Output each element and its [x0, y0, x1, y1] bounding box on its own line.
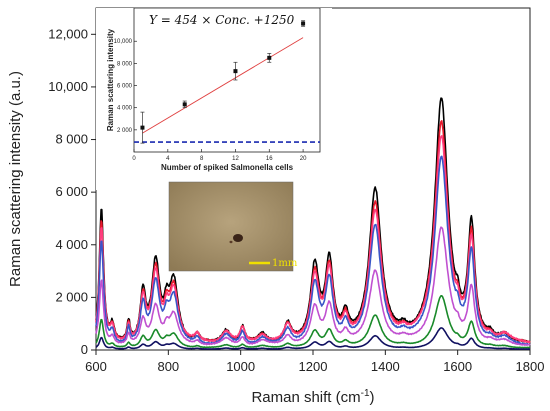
inset-x-tick-label: 8	[200, 156, 204, 162]
inset-x-tick-label: 20	[300, 156, 307, 162]
inset-y-tick-label: 8 000	[117, 61, 133, 67]
spectrum-series-line-3	[95, 135, 531, 344]
inset-y-tick-label: 6 000	[117, 84, 133, 90]
inset-plot-frame	[133, 7, 321, 153]
main-y-tick-label: 6 000	[55, 184, 88, 199]
inset-content	[134, 20, 320, 144]
main-y-tick-label: 4 000	[55, 237, 88, 252]
main-x-tick-label: 1800	[516, 359, 545, 374]
main-x-tick-label: 1000	[226, 359, 255, 374]
main-y-tick-label: 2 000	[55, 289, 88, 304]
inset-data-point	[301, 21, 306, 26]
inset-x-axis-label: Number of spiked Salmonella cells	[161, 163, 294, 172]
main-x-axis-label: Raman shift (cm-1)	[251, 388, 374, 406]
inset-x-tick-label: 4	[166, 156, 170, 162]
inset-fit-line	[142, 37, 304, 134]
inset-data-point	[182, 102, 187, 107]
inset-y-tick-label: 4 000	[117, 106, 133, 112]
spectrum-series-line-7	[95, 327, 531, 350]
main-y-axis-label: Raman scattering intensity (a.u.)	[7, 71, 24, 287]
main-x-tick-label: 800	[157, 359, 179, 374]
micrograph-image: 1mm	[168, 181, 298, 272]
main-y-tick-label: 0	[81, 342, 88, 357]
micrograph-cell-spot	[233, 234, 243, 242]
micrograph-cell-spot-small	[229, 240, 233, 244]
inset-y-tick-label: 2 000	[117, 128, 133, 134]
main-y-tick-label: 12,000	[48, 26, 88, 41]
inset-data-point	[140, 125, 145, 130]
inset-y-axis-label: Raman scattering intensity	[106, 28, 115, 131]
main-x-tick-label: 1600	[443, 359, 472, 374]
main-series-group	[95, 97, 531, 350]
main-x-tick-label: 600	[85, 359, 107, 374]
inset-plot-background	[96, 8, 332, 190]
inset-plot: 0 4 8 12 16 20 2 000 4 000 6 000 8 000 10,000 Y =…	[96, 7, 332, 190]
inset-fit-equation: Y = 454 × Conc. +1250	[149, 13, 295, 27]
spectrum-series-line-5	[95, 226, 531, 347]
main-y-tick-label: 8 000	[55, 132, 88, 147]
spectrum-series-line-6	[95, 294, 531, 349]
main-x-ticks: 600 800 1000 1200 1400 1600 1800	[85, 350, 544, 374]
spectrum-series-line-1	[95, 97, 531, 344]
inset-x-tick-label: 12	[232, 156, 239, 162]
inset-y-tick-label: 10,000	[114, 39, 133, 45]
inset-x-tick-label: 0	[132, 156, 136, 162]
main-y-tick-label: 10,000	[48, 79, 88, 94]
inset-data-point	[267, 55, 272, 60]
inset-x-ticks: 0 4 8 12 16 20	[132, 149, 307, 162]
inset-x-tick-label: 16	[266, 156, 273, 162]
main-y-ticks: 0 2 000 4 000 6 000 8 000 10,000 12,000	[48, 26, 96, 357]
inset-data-point	[233, 69, 238, 74]
inset-y-ticks: 2 000 4 000 6 000 8 000 10,000	[114, 39, 137, 134]
main-x-tick-label: 1400	[371, 359, 400, 374]
main-plot: 600 800 1000 1200 1400 1600 1800 0 2 000 4 000 6 …	[7, 7, 544, 406]
micrograph-scale-label: 1mm	[272, 258, 298, 269]
main-x-tick-label: 1200	[299, 359, 328, 374]
spectrum-series-line-4	[95, 155, 531, 346]
micrograph-background	[168, 181, 294, 272]
